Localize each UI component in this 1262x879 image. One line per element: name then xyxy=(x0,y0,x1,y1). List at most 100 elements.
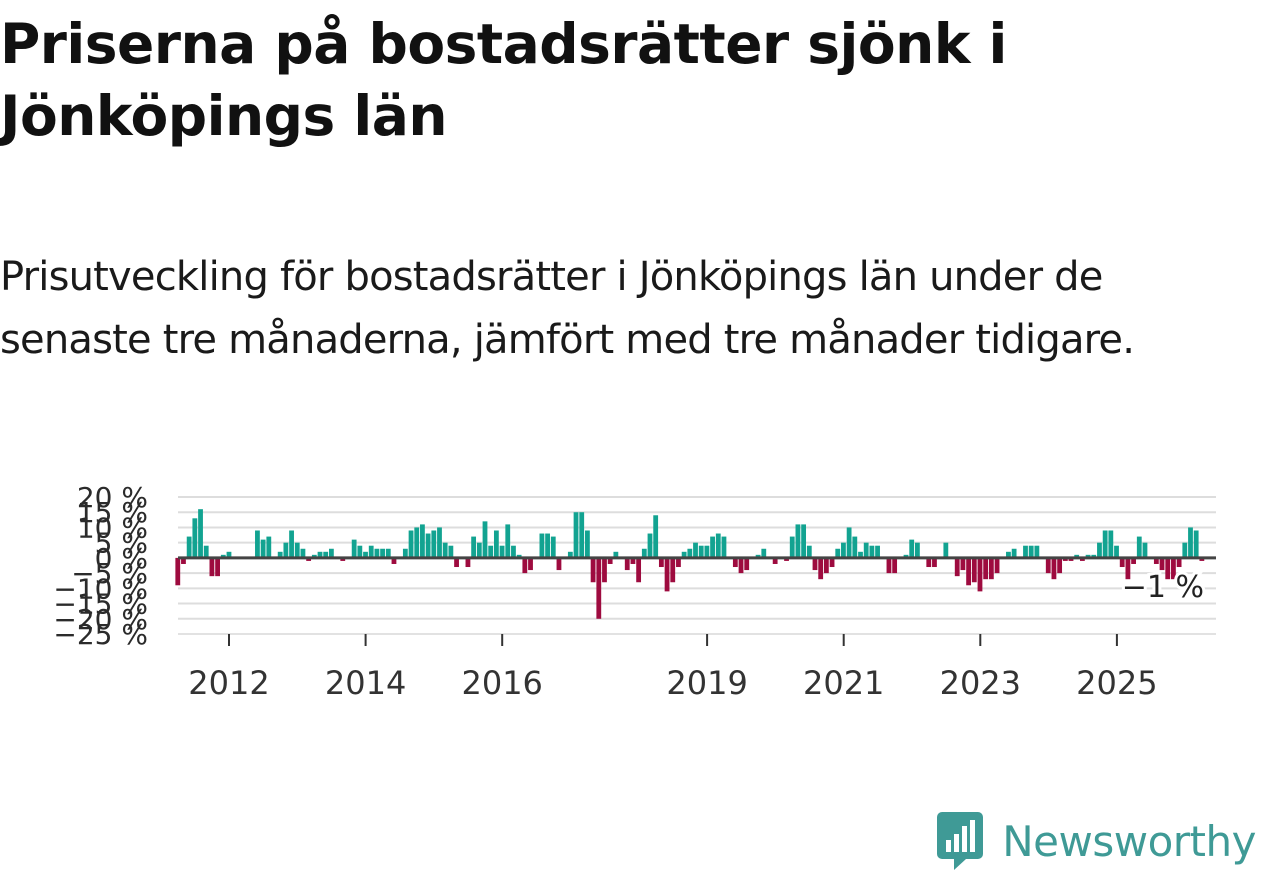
bar xyxy=(886,557,892,574)
bar xyxy=(954,557,960,577)
bar xyxy=(738,557,744,574)
bar xyxy=(1114,545,1119,558)
bar xyxy=(175,557,181,586)
bar xyxy=(476,542,482,558)
bar xyxy=(391,557,397,564)
bar xyxy=(408,530,414,558)
bar xyxy=(892,557,898,574)
bar xyxy=(823,557,829,574)
bar xyxy=(915,542,920,558)
y-tick-label: −25 % xyxy=(53,618,148,651)
bar xyxy=(755,554,761,558)
bar xyxy=(357,545,363,558)
bar xyxy=(994,557,1000,574)
bar xyxy=(516,554,522,558)
y-axis: 20 %15 %10 %5 %0 %−5 %−10 %−15 %−20 %−25… xyxy=(53,481,148,651)
bar xyxy=(266,536,272,558)
bar xyxy=(340,557,346,561)
bar xyxy=(698,545,704,558)
bar xyxy=(465,557,471,568)
bar xyxy=(613,551,619,558)
bar xyxy=(835,548,841,558)
bar xyxy=(988,557,994,580)
bar xyxy=(607,557,613,564)
bar xyxy=(869,545,875,558)
bar xyxy=(710,536,715,558)
bar xyxy=(971,557,977,583)
bar xyxy=(260,539,266,558)
bar xyxy=(311,554,317,558)
bar xyxy=(198,509,203,558)
bar xyxy=(846,527,852,558)
x-tick-label: 2023 xyxy=(940,664,1021,700)
bar xyxy=(841,542,846,558)
x-tick-label: 2016 xyxy=(461,664,542,700)
bar xyxy=(801,524,807,558)
bar xyxy=(448,545,454,558)
bar xyxy=(431,530,437,558)
bar xyxy=(932,557,937,568)
bar xyxy=(488,545,494,558)
bar xyxy=(630,557,636,564)
brand-name: Newsworthy xyxy=(1002,816,1256,866)
y-tick-label: 10 % xyxy=(77,511,148,544)
bar xyxy=(624,557,630,571)
y-tick-label: −20 % xyxy=(53,603,148,636)
bar xyxy=(966,557,971,586)
bar xyxy=(522,557,528,574)
bar xyxy=(687,548,693,558)
bar xyxy=(693,542,698,558)
bar xyxy=(585,530,590,558)
bar xyxy=(664,557,670,592)
bar xyxy=(1171,557,1176,580)
bar xyxy=(858,551,863,558)
bar xyxy=(1074,554,1080,558)
bar xyxy=(926,557,932,568)
y-tick-label: 15 % xyxy=(77,496,148,529)
bar-chart: 2012 2014 2016 2019 2021 2023 2025 20 %15 %10 … xyxy=(53,481,1216,700)
bar xyxy=(636,557,642,583)
bar xyxy=(181,557,186,564)
bar xyxy=(943,542,949,558)
bar xyxy=(539,533,545,558)
bar xyxy=(681,551,687,558)
bar xyxy=(875,545,880,558)
bar xyxy=(277,551,283,558)
bar xyxy=(556,557,562,571)
bar xyxy=(590,557,596,583)
bar xyxy=(818,557,824,580)
bar xyxy=(471,536,477,558)
bar xyxy=(806,545,812,558)
bar xyxy=(368,545,374,558)
bar xyxy=(596,557,602,619)
bar xyxy=(545,533,550,558)
bar xyxy=(761,548,767,558)
bar xyxy=(209,557,215,577)
bar xyxy=(1136,536,1142,558)
bar xyxy=(1159,557,1165,571)
bar xyxy=(647,533,653,558)
bar xyxy=(983,557,989,580)
bar xyxy=(812,557,818,571)
x-tick-label: 2012 xyxy=(188,664,269,700)
y-tick-label: −5 % xyxy=(71,557,148,590)
bar xyxy=(784,557,789,561)
bar-series xyxy=(175,509,1205,619)
bar xyxy=(1142,542,1148,558)
bar xyxy=(721,536,727,558)
bar xyxy=(385,548,391,558)
bar xyxy=(704,545,710,558)
page-title: Priserna på bostadsrätter sjönk i Jönköp… xyxy=(0,12,1007,148)
bar xyxy=(977,557,983,592)
bar xyxy=(255,530,260,558)
bar xyxy=(1045,557,1051,574)
bar xyxy=(220,554,226,558)
y-tick-label: 0 % xyxy=(95,542,148,575)
y-tick-label: 5 % xyxy=(95,527,148,560)
bar xyxy=(425,533,431,558)
bar xyxy=(1131,557,1136,564)
bar xyxy=(493,530,499,558)
brand-logo: Newsworthy xyxy=(936,809,1256,873)
bar xyxy=(374,548,380,558)
bar xyxy=(511,545,516,558)
